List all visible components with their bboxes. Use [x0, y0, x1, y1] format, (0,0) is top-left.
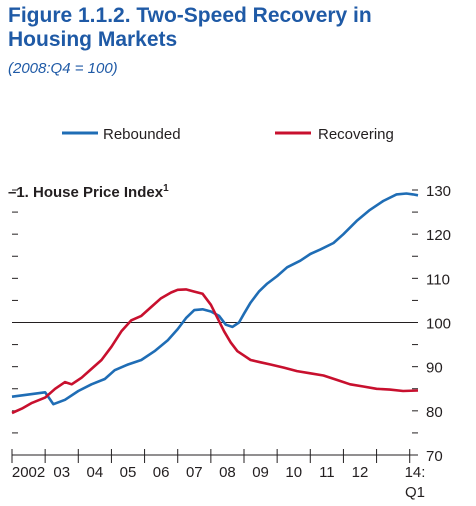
legend-label-1: Recovering — [318, 126, 394, 143]
ytick-label: 110 — [426, 271, 450, 288]
xtick-label: 11 — [319, 464, 335, 481]
xtick-label: 04 — [87, 464, 104, 481]
panel-superscript: 1 — [163, 183, 169, 194]
xtick-label: 2002 — [12, 464, 45, 481]
legend-label-0: Rebounded — [103, 126, 181, 143]
ytick-label: 80 — [426, 404, 443, 421]
xtick-label: 09 — [252, 464, 269, 481]
xtick-label: 10 — [285, 464, 302, 481]
xtick-label: 05 — [120, 464, 137, 481]
xtick-label: 12 — [352, 464, 369, 481]
ytick-label: 70 — [426, 448, 443, 465]
series-line-rebounded — [11, 192, 419, 406]
ytick-label: 120 — [426, 227, 451, 244]
series-line-recovering — [11, 288, 419, 415]
xtick-label: 06 — [153, 464, 170, 481]
figure-subtitle: (2008:Q4 = 100) — [8, 60, 118, 77]
xtick-label: 14: — [405, 464, 426, 481]
xtick-label: 03 — [53, 464, 70, 481]
xtick-label: 08 — [219, 464, 236, 481]
figure-title: Figure 1.1.2. Two-Speed Recovery in Hous… — [8, 4, 372, 51]
xtick-label: 07 — [186, 464, 203, 481]
ytick-label: 130 — [426, 183, 451, 200]
ytick-label: 100 — [426, 316, 451, 333]
xtick-sublabel: Q1 — [405, 484, 425, 501]
panel-label: –1. House Price Index1 — [8, 183, 169, 201]
ytick-label: 90 — [426, 360, 443, 377]
